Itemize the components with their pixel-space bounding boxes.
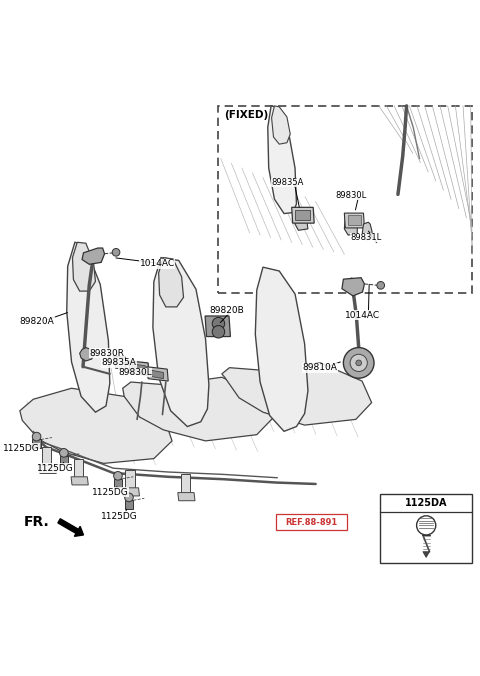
Text: 1125DG: 1125DG xyxy=(101,512,138,521)
Polygon shape xyxy=(205,316,230,337)
Text: 1125DA: 1125DA xyxy=(405,498,447,508)
FancyBboxPatch shape xyxy=(276,514,347,531)
Polygon shape xyxy=(115,356,126,369)
Polygon shape xyxy=(292,208,314,223)
Text: 89830L: 89830L xyxy=(336,191,367,200)
Polygon shape xyxy=(272,106,290,144)
Polygon shape xyxy=(67,242,110,412)
Circle shape xyxy=(377,281,384,289)
Polygon shape xyxy=(42,447,51,465)
Polygon shape xyxy=(72,242,96,291)
Polygon shape xyxy=(150,370,163,379)
Text: FR.: FR. xyxy=(24,515,49,529)
Polygon shape xyxy=(348,216,360,224)
Text: (FIXED): (FIXED) xyxy=(224,110,268,120)
Polygon shape xyxy=(125,470,135,488)
Polygon shape xyxy=(60,456,68,464)
Circle shape xyxy=(212,326,225,338)
Polygon shape xyxy=(178,493,195,501)
Polygon shape xyxy=(344,216,357,235)
Circle shape xyxy=(32,432,41,441)
Circle shape xyxy=(350,354,367,372)
Circle shape xyxy=(125,493,133,502)
FancyBboxPatch shape xyxy=(218,106,472,293)
FancyBboxPatch shape xyxy=(380,493,472,563)
Polygon shape xyxy=(82,248,105,264)
Text: 89820A: 89820A xyxy=(20,317,55,326)
Polygon shape xyxy=(129,361,149,375)
Polygon shape xyxy=(125,500,133,509)
FancyArrow shape xyxy=(58,518,84,536)
Circle shape xyxy=(417,516,436,535)
Circle shape xyxy=(60,449,68,457)
Circle shape xyxy=(212,318,225,330)
Text: 1125DG: 1125DG xyxy=(3,443,40,452)
Polygon shape xyxy=(114,479,122,487)
Circle shape xyxy=(114,472,122,480)
Polygon shape xyxy=(80,347,94,361)
Polygon shape xyxy=(342,278,364,296)
Polygon shape xyxy=(39,465,56,473)
Text: 1125DG: 1125DG xyxy=(92,487,128,497)
Polygon shape xyxy=(123,377,273,441)
Polygon shape xyxy=(20,388,172,463)
Polygon shape xyxy=(295,213,308,231)
Text: 89831L: 89831L xyxy=(350,233,381,242)
Polygon shape xyxy=(147,366,168,381)
Polygon shape xyxy=(295,210,311,220)
Circle shape xyxy=(112,249,120,256)
Text: 1014AC: 1014AC xyxy=(140,260,175,268)
Text: 89820B: 89820B xyxy=(209,306,244,315)
Polygon shape xyxy=(32,439,41,448)
Polygon shape xyxy=(268,106,297,214)
Text: 89830R: 89830R xyxy=(89,349,124,358)
Polygon shape xyxy=(153,258,209,427)
Circle shape xyxy=(356,360,361,366)
Text: 89830L: 89830L xyxy=(118,368,152,377)
Text: 89810A: 89810A xyxy=(302,363,337,372)
Polygon shape xyxy=(74,458,84,477)
Polygon shape xyxy=(423,552,430,558)
Polygon shape xyxy=(158,258,183,307)
Text: 89835A: 89835A xyxy=(271,178,303,187)
Polygon shape xyxy=(362,222,372,240)
Polygon shape xyxy=(180,475,190,493)
Text: 89835A: 89835A xyxy=(101,358,136,367)
Polygon shape xyxy=(132,364,145,372)
Text: REF.88-891: REF.88-891 xyxy=(285,518,337,527)
Polygon shape xyxy=(344,213,364,228)
Polygon shape xyxy=(71,477,88,485)
Text: 1014AC: 1014AC xyxy=(345,310,381,320)
Text: 1125DG: 1125DG xyxy=(36,464,73,473)
Polygon shape xyxy=(222,363,372,425)
Polygon shape xyxy=(122,488,140,496)
Polygon shape xyxy=(255,267,308,431)
Circle shape xyxy=(343,347,374,378)
